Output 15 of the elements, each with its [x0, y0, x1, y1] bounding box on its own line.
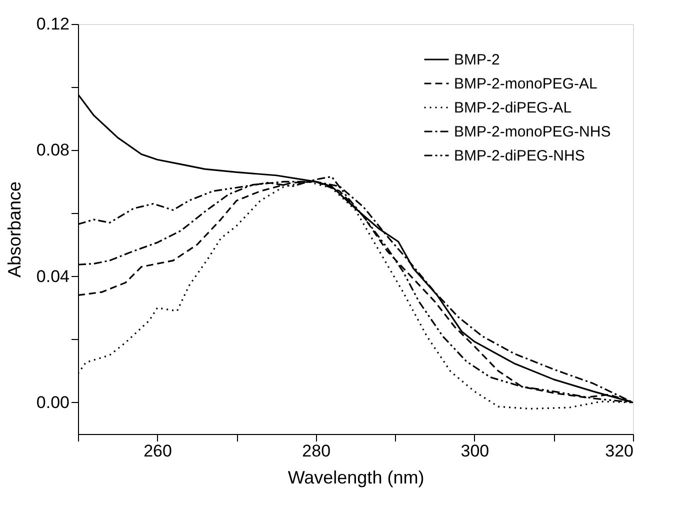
y-tick-label: 0.04 — [36, 266, 70, 286]
x-tick-label: 280 — [302, 442, 331, 460]
legend-label: BMP-2 — [454, 52, 500, 68]
x-tick-label: 320 — [605, 442, 634, 460]
x-tick-label: 300 — [460, 442, 490, 460]
x-axis-title: Wavelength (nm) — [288, 468, 424, 488]
y-axis-title: Absorbance — [4, 181, 24, 278]
legend-label: BMP-2-monoPEG-NHS — [454, 124, 611, 140]
y-tick-label: 0.00 — [36, 392, 70, 412]
legend-label: BMP-2-monoPEG-AL — [454, 76, 598, 92]
y-tick-label: 0.12 — [36, 14, 70, 34]
legend-label: BMP-2-diPEG-AL — [454, 100, 572, 116]
y-tick-label: 0.08 — [36, 140, 70, 160]
legend-label: BMP-2-diPEG-NHS — [454, 148, 585, 164]
x-tick-label: 260 — [144, 442, 172, 460]
